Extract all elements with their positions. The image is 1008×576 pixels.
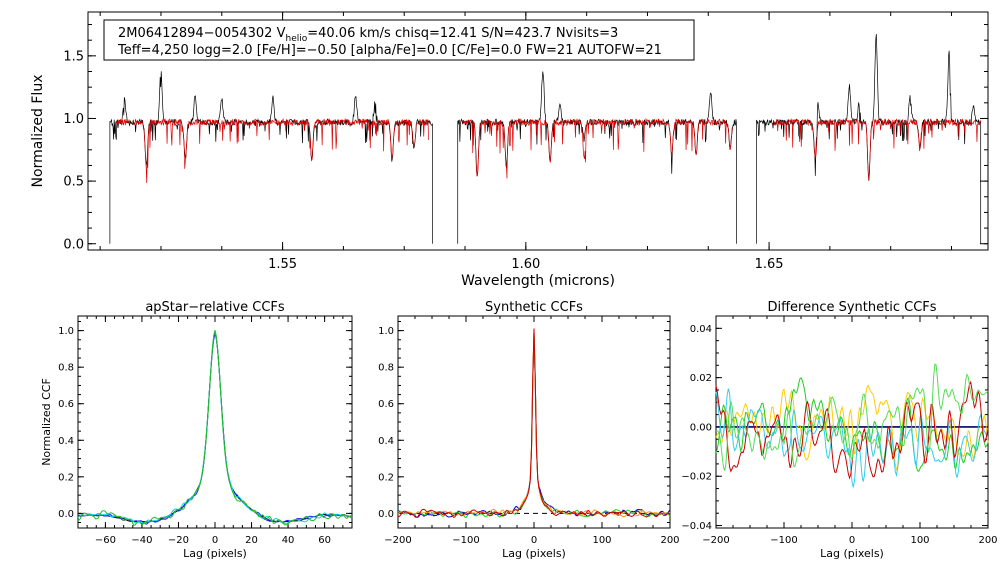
ccf3-x-tick-label: −100 [770, 535, 797, 546]
spectrum-y-tick-label: 1.5 [63, 49, 84, 64]
observed-spectrum-line [457, 71, 737, 244]
ccf1-y-axis-label: Normalized CCF [40, 378, 53, 466]
ccf2-series-line-1 [397, 332, 671, 518]
spectrum-plot-frame [87, 11, 989, 251]
model-spectrum-line [462, 117, 733, 179]
ccf3-series-line-2 [715, 377, 989, 472]
observed-spectrum-line [756, 33, 982, 244]
difference-ccf-panel: −200 −100 0 100 200 −0.04 −0.02 0.00 0.02 0.04 Lag… [681, 300, 997, 560]
ccf3-y-tick-label: 0.04 [690, 324, 712, 335]
spectrum-x-tick-label: 1.55 [268, 257, 297, 272]
ccf1-y-tick-label: 0.4 [58, 436, 74, 447]
ccf1-chart-title: apStar−relative CCFs [145, 300, 285, 315]
info-box [103, 19, 695, 61]
ccf2-y-tick-label: 0.4 [378, 436, 394, 447]
model-spectrum-line [773, 118, 981, 180]
ccf3-y-tick-label: −0.04 [681, 521, 712, 532]
ccf1-series-line-2 [77, 333, 353, 525]
ccf3-series-line-1 [715, 384, 989, 471]
spectrum-x-tick-label: 1.60 [511, 257, 540, 272]
spectrum-x-axis-label: Wavelength (microns) [461, 273, 615, 289]
ccf3-series-line-4 [715, 380, 989, 480]
ccf2-chart-title: Synthetic CCFs [485, 300, 583, 315]
synthetic-ccf-panel: −200 −100 0 100 200 0.0 0.2 0.4 0.6 0.8 1.0 Lag (pi… [378, 300, 679, 560]
ccf1-y-tick-label: 0.2 [58, 472, 74, 483]
ccf1-x-axis-label: Lag (pixels) [183, 547, 247, 560]
spectrum-x-tick-label: 1.65 [755, 257, 784, 272]
ccf1-y-tick-label: 0.0 [58, 509, 74, 520]
ccf2-series-line-3 [397, 328, 671, 518]
ccf1-x-tick-label: 20 [245, 535, 258, 546]
ccf2-y-tick-label: 1.0 [378, 326, 394, 337]
ccf1-series-line-1 [77, 332, 353, 523]
ccf3-x-tick-label: 200 [978, 535, 997, 546]
ccf2-y-tick-label: 0.2 [378, 472, 394, 483]
ccf1-x-tick-label: 40 [282, 535, 295, 546]
ccf3-y-tick-label: 0.02 [690, 373, 712, 384]
info-star-id: 2M06412894−0054302 [118, 26, 277, 41]
ccf2-x-tick-label: 0 [531, 535, 537, 546]
model-spectrum-line [115, 117, 429, 183]
ccf3-series-line-3 [715, 388, 989, 488]
ccf2-x-tick-label: 200 [660, 535, 679, 546]
ccf3-x-tick-label: 0 [849, 535, 855, 546]
spectrum-y-tick-label: 0.0 [63, 237, 84, 252]
ccf3-y-tick-label: −0.02 [681, 472, 712, 483]
spectrum-panel: 1.55 1.60 1.65 0.0 0.5 1.0 1.5 Wavelength (micr… [30, 11, 989, 289]
ccf2-series-line-4 [397, 328, 671, 519]
ccf1-y-tick-label: 0.8 [58, 363, 74, 374]
spectrum-y-axis-label: Normalized Flux [30, 75, 46, 188]
info-line-2: Teff=4,250 logg=2.0 [Fe/H]=−0.50 [alpha/… [117, 43, 662, 58]
info-v-rest: =40.06 km/s chisq=12.41 S/N=423.7 Nvisit… [307, 26, 618, 41]
ccf1-y-tick-label: 1.0 [58, 326, 74, 337]
ccf3-y-tick-label: 0.00 [690, 422, 712, 433]
ccf2-x-tick-label: 100 [592, 535, 611, 546]
ccf2-y-tick-label: 0.8 [378, 363, 394, 374]
ccf1-x-tick-label: 0 [212, 535, 218, 546]
info-v-label: V [277, 26, 286, 41]
ccf2-x-tick-label: −100 [452, 535, 479, 546]
ccf3-chart-title: Difference Synthetic CCFs [767, 300, 936, 315]
observed-spectrum-line [109, 71, 433, 244]
ccf1-x-tick-label: −40 [131, 535, 152, 546]
ccf2-series-line-2 [397, 332, 671, 518]
ccf1-series-line-3 [77, 330, 353, 525]
ccf2-x-axis-label: Lag (pixels) [502, 547, 566, 560]
ccf3-x-tick-label: −200 [702, 535, 729, 546]
ccf2-y-tick-label: 0.6 [378, 399, 394, 410]
spectrum-y-tick-label: 0.5 [63, 175, 84, 190]
info-line-1: 2M06412894−0054302 Vhelio=40.06 km/s chi… [118, 26, 618, 44]
ccf2-x-tick-label: −200 [384, 535, 411, 546]
ccf1-series-line-4 [77, 330, 353, 526]
ccf2-y-tick-label: 0.0 [378, 509, 394, 520]
ccf3-x-axis-label: Lag (pixels) [820, 547, 884, 560]
ccf3-x-tick-label: 100 [910, 535, 929, 546]
ccf3-series-line-5 [715, 363, 989, 471]
ccf1-x-tick-label: −20 [168, 535, 189, 546]
ccf1-x-tick-label: −60 [95, 535, 116, 546]
spectrum-y-tick-label: 1.0 [63, 112, 84, 127]
info-v-subscript: helio [285, 34, 307, 44]
apstar-ccf-panel: −60 −40 −20 0 20 40 60 0.0 0.2 0.4 0.6 0.8 1.0 Lag (p… [40, 300, 353, 560]
ccf1-y-tick-label: 0.6 [58, 399, 74, 410]
ccf1-plot-frame [77, 315, 353, 529]
ccf1-x-tick-label: 60 [318, 535, 331, 546]
